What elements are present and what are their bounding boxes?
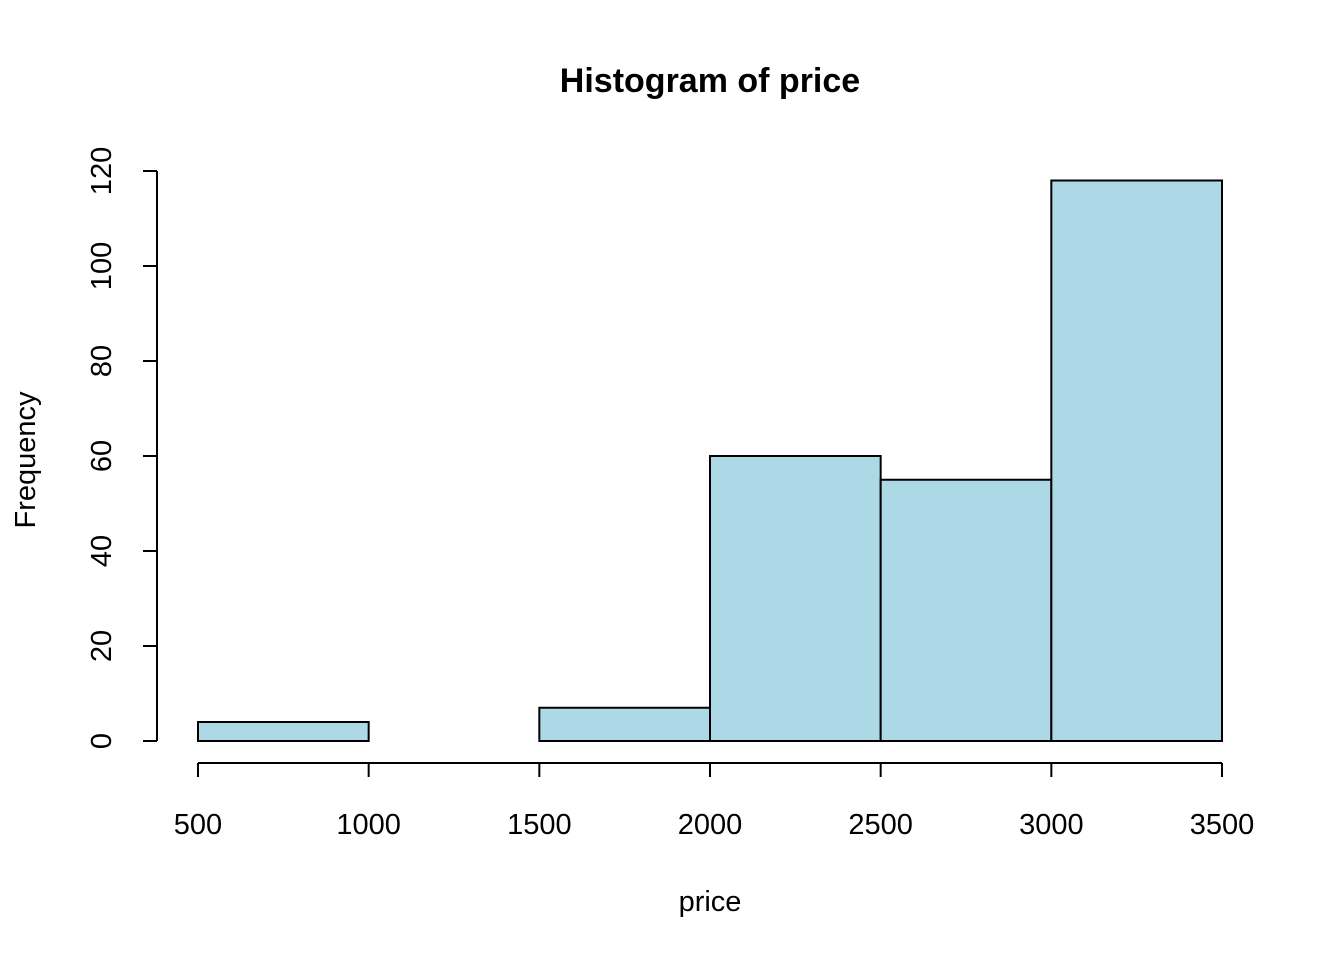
y-tick-label-0: 0 <box>86 733 118 749</box>
x-axis-label: price <box>679 886 742 918</box>
y-tick-label-5: 100 <box>86 242 118 290</box>
histogram-bar-3 <box>709 455 882 742</box>
x-tick-label-1: 1000 <box>336 809 401 841</box>
histogram-bar-0 <box>197 721 370 742</box>
y-tick-label-2: 40 <box>86 535 118 567</box>
x-tick-label-2: 1500 <box>507 809 572 841</box>
histogram-bar-4 <box>879 478 1053 742</box>
histogram-bar-2 <box>538 706 711 742</box>
x-tick-label-5: 3000 <box>1019 809 1084 841</box>
y-axis: 0 20 40 60 80 100 120 <box>86 147 158 749</box>
y-tick-label-1: 20 <box>86 630 118 662</box>
x-tick-label-6: 3500 <box>1190 809 1255 841</box>
y-tick-label-4: 80 <box>86 345 118 377</box>
x-tick-label-3: 2000 <box>678 809 743 841</box>
chart-title: Histogram of price <box>560 62 860 100</box>
y-tick-label-3: 60 <box>86 440 118 472</box>
y-axis-label: Frequency <box>10 391 42 529</box>
histogram-bar-5 <box>1050 179 1224 742</box>
x-tick-label-4: 2500 <box>848 809 913 841</box>
x-axis: 500 1000 1500 2000 2500 3000 3500 <box>174 762 1255 841</box>
y-tick-label-6: 120 <box>86 147 118 195</box>
bars-group <box>197 179 1224 742</box>
x-tick-label-0: 500 <box>174 809 222 841</box>
